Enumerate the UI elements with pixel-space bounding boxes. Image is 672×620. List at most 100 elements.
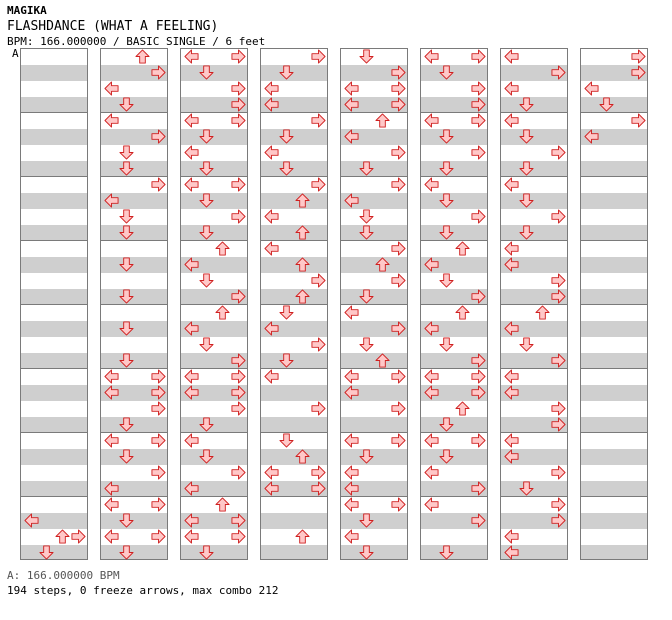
down-arrow-icon bbox=[519, 225, 534, 240]
down-arrow-icon bbox=[119, 257, 134, 272]
up-arrow-icon bbox=[295, 225, 310, 240]
right-arrow-icon bbox=[231, 513, 246, 528]
left-arrow-icon bbox=[424, 433, 439, 448]
measure-separator bbox=[21, 432, 87, 433]
left-arrow-icon bbox=[424, 257, 439, 272]
measure-separator bbox=[501, 112, 567, 113]
down-arrow-icon bbox=[199, 545, 214, 560]
down-arrow-icon bbox=[439, 417, 454, 432]
right-arrow-icon bbox=[231, 353, 246, 368]
right-arrow-icon bbox=[631, 113, 646, 128]
measure-separator bbox=[421, 176, 487, 177]
measure-separator bbox=[181, 304, 247, 305]
left-arrow-icon bbox=[504, 177, 519, 192]
right-arrow-icon bbox=[471, 209, 486, 224]
right-arrow-icon bbox=[231, 369, 246, 384]
right-arrow-icon bbox=[471, 369, 486, 384]
right-arrow-icon bbox=[231, 97, 246, 112]
measure-column bbox=[20, 48, 88, 560]
left-arrow-icon bbox=[184, 177, 199, 192]
down-arrow-icon bbox=[279, 433, 294, 448]
left-arrow-icon bbox=[264, 81, 279, 96]
left-arrow-icon bbox=[184, 481, 199, 496]
right-arrow-icon bbox=[391, 65, 406, 80]
right-arrow-icon bbox=[391, 369, 406, 384]
down-arrow-icon bbox=[439, 225, 454, 240]
left-arrow-icon bbox=[104, 497, 119, 512]
measure-separator bbox=[181, 368, 247, 369]
down-arrow-icon bbox=[359, 513, 374, 528]
up-arrow-icon bbox=[295, 289, 310, 304]
left-arrow-icon bbox=[504, 241, 519, 256]
down-arrow-icon bbox=[119, 513, 134, 528]
right-arrow-icon bbox=[551, 289, 566, 304]
left-arrow-icon bbox=[264, 209, 279, 224]
right-arrow-icon bbox=[151, 177, 166, 192]
measure-separator bbox=[101, 176, 167, 177]
down-arrow-icon bbox=[199, 337, 214, 352]
down-arrow-icon bbox=[199, 65, 214, 80]
left-arrow-icon bbox=[184, 385, 199, 400]
left-arrow-icon bbox=[424, 177, 439, 192]
right-arrow-icon bbox=[311, 273, 326, 288]
right-arrow-icon bbox=[151, 433, 166, 448]
measure-column bbox=[340, 48, 408, 560]
measure-separator bbox=[341, 176, 407, 177]
down-arrow-icon bbox=[439, 129, 454, 144]
down-arrow-icon bbox=[39, 545, 54, 560]
right-arrow-icon bbox=[551, 417, 566, 432]
left-arrow-icon bbox=[424, 113, 439, 128]
measure-separator bbox=[181, 112, 247, 113]
down-arrow-icon bbox=[199, 193, 214, 208]
measure-separator bbox=[501, 432, 567, 433]
down-arrow-icon bbox=[119, 353, 134, 368]
measure-separator bbox=[21, 176, 87, 177]
right-arrow-icon bbox=[311, 177, 326, 192]
right-arrow-icon bbox=[471, 289, 486, 304]
measure-separator bbox=[181, 176, 247, 177]
up-arrow-icon bbox=[215, 497, 230, 512]
down-arrow-icon bbox=[199, 417, 214, 432]
measure-separator bbox=[261, 496, 327, 497]
down-arrow-icon bbox=[119, 417, 134, 432]
left-arrow-icon bbox=[344, 129, 359, 144]
left-arrow-icon bbox=[344, 369, 359, 384]
up-arrow-icon bbox=[55, 529, 70, 544]
down-arrow-icon bbox=[279, 129, 294, 144]
footer-bpm: A: 166.000000 BPM bbox=[7, 569, 120, 582]
right-arrow-icon bbox=[231, 401, 246, 416]
right-arrow-icon bbox=[151, 401, 166, 416]
measure-separator bbox=[581, 368, 647, 369]
left-arrow-icon bbox=[504, 257, 519, 272]
down-arrow-icon bbox=[119, 545, 134, 560]
measure-column bbox=[260, 48, 328, 560]
down-arrow-icon bbox=[119, 289, 134, 304]
right-arrow-icon bbox=[551, 353, 566, 368]
left-arrow-icon bbox=[264, 481, 279, 496]
up-arrow-icon bbox=[455, 401, 470, 416]
down-arrow-icon bbox=[519, 481, 534, 496]
up-arrow-icon bbox=[535, 305, 550, 320]
up-arrow-icon bbox=[375, 113, 390, 128]
down-arrow-icon bbox=[519, 129, 534, 144]
up-arrow-icon bbox=[215, 305, 230, 320]
down-arrow-icon bbox=[119, 97, 134, 112]
down-arrow-icon bbox=[119, 321, 134, 336]
right-arrow-icon bbox=[471, 513, 486, 528]
up-arrow-icon bbox=[295, 529, 310, 544]
left-arrow-icon bbox=[184, 145, 199, 160]
right-arrow-icon bbox=[391, 433, 406, 448]
up-arrow-icon bbox=[375, 257, 390, 272]
down-arrow-icon bbox=[279, 65, 294, 80]
measure-separator bbox=[21, 112, 87, 113]
up-arrow-icon bbox=[215, 241, 230, 256]
measure-separator bbox=[341, 432, 407, 433]
right-arrow-icon bbox=[231, 385, 246, 400]
left-arrow-icon bbox=[184, 433, 199, 448]
left-arrow-icon bbox=[504, 321, 519, 336]
left-arrow-icon bbox=[184, 257, 199, 272]
down-arrow-icon bbox=[359, 49, 374, 64]
left-arrow-icon bbox=[584, 129, 599, 144]
down-arrow-icon bbox=[279, 305, 294, 320]
right-arrow-icon bbox=[391, 145, 406, 160]
